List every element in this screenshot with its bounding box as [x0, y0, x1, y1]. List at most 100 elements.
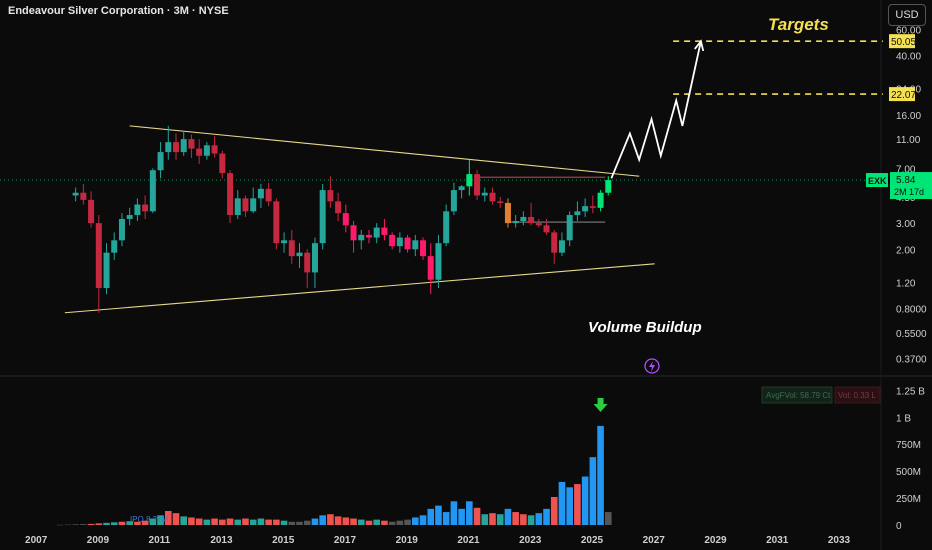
candle-body: [95, 223, 102, 288]
projection-path: [610, 41, 702, 179]
candle-body: [319, 190, 326, 244]
volume-bar: [95, 523, 103, 525]
candle-body: [404, 237, 411, 250]
projection-arrowhead: [694, 39, 705, 52]
volume-bar: [288, 521, 296, 525]
volume-bar: [520, 514, 527, 525]
ticker-badge: [866, 173, 888, 188]
volume-bar: [234, 519, 242, 525]
candle-body: [528, 216, 535, 224]
volume-bar: [242, 518, 249, 525]
candle-body: [342, 213, 349, 226]
avg-vol-label: AvgFVol: 58.79 Ct: [766, 391, 831, 400]
upper-trendline: [129, 125, 640, 177]
candle-body: [412, 240, 419, 250]
candle-body: [489, 192, 496, 202]
time-axis-tick: 2023: [519, 535, 542, 546]
candle-body: [589, 206, 596, 208]
time-axis-tick: 2029: [704, 535, 727, 546]
volume-bar: [411, 517, 419, 525]
volume-axis-tick: 1.25 B: [896, 386, 925, 397]
volume-bar: [188, 517, 195, 525]
candle-body: [435, 243, 442, 280]
volume-bar: [149, 518, 157, 525]
volume-bar: [442, 512, 450, 525]
candle-body: [535, 223, 542, 226]
time-axis-tick: 2033: [828, 535, 851, 546]
time-axis-tick: 2019: [396, 535, 419, 546]
volume-bar: [427, 508, 435, 525]
time-axis-tick: 2031: [766, 535, 789, 546]
candle-body: [111, 240, 118, 253]
price-axis-tick: 0.5500: [896, 329, 927, 340]
candle-body: [80, 192, 87, 200]
price-axis-tick: 2.00: [896, 245, 916, 256]
candle-body: [373, 227, 380, 238]
bar-countdown-label: 2M 17d: [894, 187, 924, 197]
volume-bar: [226, 518, 234, 525]
candle-body: [443, 211, 450, 244]
volume-bar: [110, 522, 118, 525]
candle-body: [118, 218, 125, 241]
volume-bar: [280, 520, 288, 525]
chart-title: Endeavour Silver Corporation · 3M · NYSE: [8, 5, 229, 17]
candle-body: [358, 234, 365, 241]
volume-bar: [365, 520, 373, 525]
volume-bar: [357, 519, 365, 525]
candle-body: [512, 221, 519, 224]
candle-body: [196, 148, 203, 156]
vol-box: [834, 386, 881, 404]
candle-body: [396, 237, 403, 247]
volume-bar: [265, 519, 272, 525]
volume-spike-arrow-icon: [593, 398, 608, 412]
volume-bar: [381, 520, 388, 525]
time-axis-tick: 2009: [87, 535, 110, 546]
volume-bar: [574, 484, 581, 525]
time-axis-tick: 2017: [334, 535, 357, 546]
volume-bar: [80, 524, 87, 525]
volume-bar: [527, 515, 535, 525]
volume-bar: [56, 524, 64, 526]
volume-bar: [504, 508, 512, 525]
currency-button[interactable]: USD: [888, 4, 926, 26]
candle-body: [520, 216, 527, 222]
volume-bar: [64, 524, 72, 526]
candle-body: [327, 190, 334, 202]
candle-body: [381, 227, 388, 235]
candle-body: [173, 142, 179, 153]
candle-body: [142, 204, 149, 212]
ticker-label: EXK: [868, 176, 887, 186]
volume-bar: [296, 521, 303, 525]
volume-bar: [496, 514, 504, 525]
candle-body: [165, 142, 172, 153]
candle-body: [558, 240, 565, 253]
candle-body: [420, 240, 427, 257]
volume-bar: [203, 519, 211, 525]
volume-bar: [319, 515, 326, 525]
volume-axis-tick: 1 B: [896, 413, 911, 424]
candle-body: [335, 201, 342, 214]
candle-body: [257, 188, 264, 199]
volume-bar: [311, 518, 319, 525]
candle-body: [481, 192, 488, 196]
volume-bar: [512, 512, 519, 525]
volume-bar: [589, 457, 597, 525]
candle-body: [365, 234, 372, 238]
target-label: 22.07: [891, 90, 916, 101]
volume-axis-tick: 0: [896, 521, 902, 532]
current-price-label: 5.84: [896, 175, 916, 186]
target-badge: [889, 34, 915, 49]
candle-body: [466, 174, 473, 187]
volume-bar: [396, 520, 404, 525]
volume-bar: [103, 522, 110, 525]
price-axis-tick: 16.00: [896, 111, 921, 122]
volume-bar: [211, 518, 218, 525]
candle-body: [250, 198, 257, 212]
volume-bar: [180, 516, 188, 525]
candle-body: [605, 180, 612, 193]
candle-body: [134, 204, 141, 216]
volume-bar: [157, 515, 164, 525]
candle-body: [458, 186, 465, 191]
candle-body: [566, 215, 573, 241]
